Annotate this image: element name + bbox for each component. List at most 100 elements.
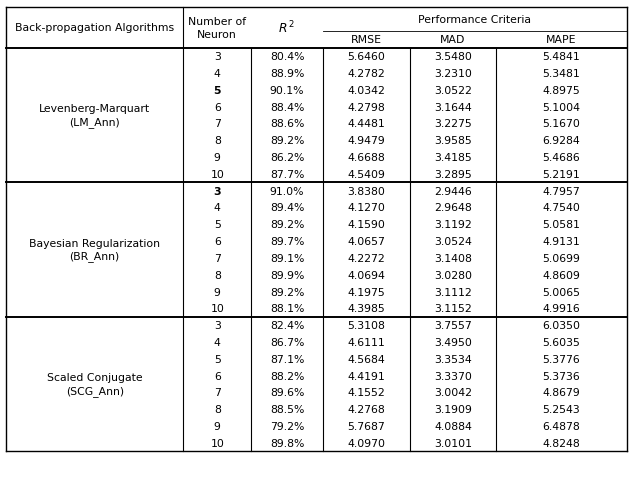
Text: 4: 4 <box>214 69 221 79</box>
Text: 3.1644: 3.1644 <box>434 102 472 112</box>
Text: 88.6%: 88.6% <box>270 119 304 129</box>
Text: 3.3534: 3.3534 <box>434 354 472 364</box>
Text: 3.2275: 3.2275 <box>434 119 472 129</box>
Text: 5.1670: 5.1670 <box>542 119 580 129</box>
Text: Number of
Neuron: Number of Neuron <box>188 17 246 40</box>
Text: 7: 7 <box>214 119 221 129</box>
Text: 5.0699: 5.0699 <box>542 254 580 264</box>
Text: 6.9284: 6.9284 <box>542 136 580 146</box>
Text: 80.4%: 80.4% <box>270 52 304 62</box>
Text: 5.2191: 5.2191 <box>542 169 580 179</box>
Text: 4.2798: 4.2798 <box>348 102 385 112</box>
Text: 5: 5 <box>213 86 221 96</box>
Text: 5.4841: 5.4841 <box>542 52 580 62</box>
Text: 86.7%: 86.7% <box>270 337 304 347</box>
Text: 3.2895: 3.2895 <box>434 169 472 179</box>
Text: 3.0524: 3.0524 <box>434 236 472 246</box>
Text: 89.9%: 89.9% <box>270 270 304 280</box>
Text: 6: 6 <box>214 371 221 381</box>
Text: 5.0065: 5.0065 <box>542 287 580 297</box>
Text: 6: 6 <box>214 102 221 112</box>
Text: 4.2768: 4.2768 <box>348 404 385 414</box>
Text: 4.2782: 4.2782 <box>348 69 385 79</box>
Text: 8: 8 <box>214 404 221 414</box>
Text: 5: 5 <box>214 220 221 230</box>
Text: 5.6460: 5.6460 <box>347 52 385 62</box>
Text: 4.1590: 4.1590 <box>347 220 385 230</box>
Text: 9: 9 <box>214 153 221 163</box>
Text: 4.7540: 4.7540 <box>542 203 580 213</box>
Text: 3.1909: 3.1909 <box>434 404 472 414</box>
Text: 89.4%: 89.4% <box>270 203 304 213</box>
Text: 89.8%: 89.8% <box>270 438 304 448</box>
Text: 4.9479: 4.9479 <box>348 136 385 146</box>
Text: 6.4878: 6.4878 <box>542 421 580 431</box>
Text: 88.9%: 88.9% <box>270 69 304 79</box>
Text: 5.2543: 5.2543 <box>542 404 580 414</box>
Text: 4.0657: 4.0657 <box>347 236 385 246</box>
Text: 3.0042: 3.0042 <box>434 388 472 398</box>
Text: Performance Criteria: Performance Criteria <box>418 15 531 25</box>
Text: 4.8609: 4.8609 <box>542 270 580 280</box>
Text: 6: 6 <box>214 236 221 246</box>
Text: RMSE: RMSE <box>351 35 382 45</box>
Text: 88.1%: 88.1% <box>270 304 304 314</box>
Text: 4.1552: 4.1552 <box>348 388 385 398</box>
Text: 3.4950: 3.4950 <box>434 337 472 347</box>
Text: 5.7687: 5.7687 <box>348 421 385 431</box>
Text: 5.3481: 5.3481 <box>542 69 580 79</box>
Text: 5.3736: 5.3736 <box>542 371 580 381</box>
Text: 88.5%: 88.5% <box>270 404 304 414</box>
Text: 5.3776: 5.3776 <box>542 354 580 364</box>
Text: 3.1408: 3.1408 <box>434 254 472 264</box>
Text: $R^{\,2}$: $R^{\,2}$ <box>279 20 296 37</box>
Text: 4.9131: 4.9131 <box>542 236 580 246</box>
Text: 3.5480: 3.5480 <box>434 52 472 62</box>
Text: 8: 8 <box>214 136 221 146</box>
Text: 5: 5 <box>214 354 221 364</box>
Text: 3.1192: 3.1192 <box>434 220 472 230</box>
Text: 3.0522: 3.0522 <box>434 86 472 96</box>
Text: 6.0350: 6.0350 <box>542 321 580 331</box>
Text: MAPE: MAPE <box>546 35 577 45</box>
Text: 3.8380: 3.8380 <box>347 186 385 196</box>
Text: 4.0342: 4.0342 <box>347 86 385 96</box>
Text: 4.1270: 4.1270 <box>347 203 385 213</box>
Text: 89.1%: 89.1% <box>270 254 304 264</box>
Text: 4.0884: 4.0884 <box>434 421 472 431</box>
Text: 5.0581: 5.0581 <box>542 220 580 230</box>
Text: 4.2272: 4.2272 <box>348 254 385 264</box>
Text: 89.7%: 89.7% <box>270 236 304 246</box>
Text: 3: 3 <box>213 186 221 196</box>
Text: MAD: MAD <box>441 35 466 45</box>
Text: 8: 8 <box>214 270 221 280</box>
Text: 5.1004: 5.1004 <box>542 102 580 112</box>
Text: 5.3108: 5.3108 <box>347 321 385 331</box>
Text: 89.6%: 89.6% <box>270 388 304 398</box>
Text: 3.0280: 3.0280 <box>434 270 472 280</box>
Text: 10: 10 <box>210 169 224 179</box>
Text: 86.2%: 86.2% <box>270 153 304 163</box>
Text: Back-propagation Algorithms: Back-propagation Algorithms <box>15 23 174 33</box>
Text: 87.1%: 87.1% <box>270 354 304 364</box>
Text: 4.6688: 4.6688 <box>348 153 385 163</box>
Text: 4.0970: 4.0970 <box>347 438 385 448</box>
Text: 3.1152: 3.1152 <box>434 304 472 314</box>
Text: 91.0%: 91.0% <box>270 186 304 196</box>
Text: 3.0101: 3.0101 <box>434 438 472 448</box>
Text: 4.8248: 4.8248 <box>542 438 580 448</box>
Text: 7: 7 <box>214 388 221 398</box>
Text: 4.9916: 4.9916 <box>542 304 580 314</box>
Text: 10: 10 <box>210 304 224 314</box>
Text: 3: 3 <box>214 321 221 331</box>
Text: 4.5409: 4.5409 <box>347 169 385 179</box>
Text: 89.2%: 89.2% <box>270 220 304 230</box>
Text: 88.2%: 88.2% <box>270 371 304 381</box>
Text: 3.3370: 3.3370 <box>434 371 472 381</box>
Text: 4: 4 <box>214 337 221 347</box>
Text: 82.4%: 82.4% <box>270 321 304 331</box>
Text: 4.6111: 4.6111 <box>348 337 385 347</box>
Text: 79.2%: 79.2% <box>270 421 304 431</box>
Text: 5.6035: 5.6035 <box>542 337 580 347</box>
Text: 9: 9 <box>214 421 221 431</box>
